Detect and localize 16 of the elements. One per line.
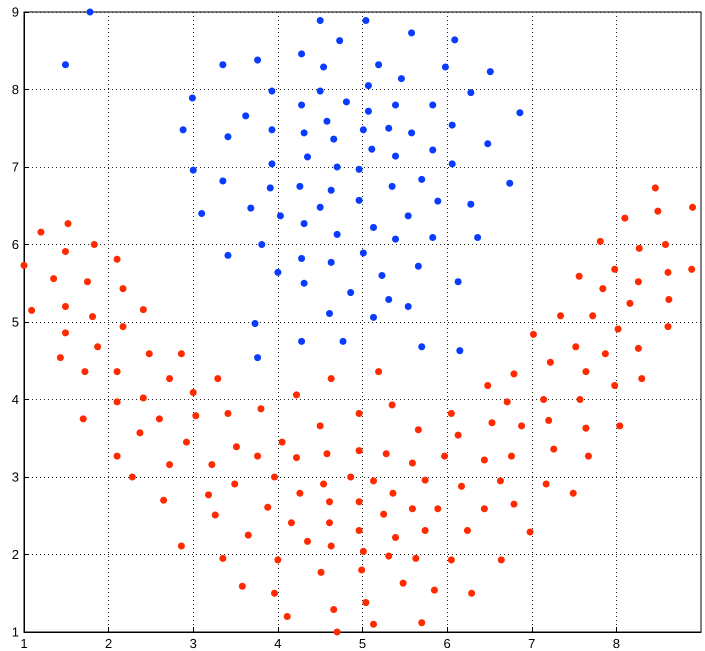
y-tick-label: 7 (12, 160, 19, 174)
y-tick-label: 6 (12, 237, 19, 252)
x-tick-label: 2 (105, 636, 112, 651)
x-tick-label: 7 (528, 636, 536, 651)
x-tick-label: 6 (444, 636, 451, 651)
y-tick-label: 1 (12, 624, 19, 640)
x-tick-label: 3 (190, 636, 197, 651)
x-tick-label: 4 (274, 636, 282, 651)
y-tick-label: 3 (12, 470, 19, 484)
y-tick-label: 9 (12, 4, 19, 20)
y-tick-label: 8 (12, 82, 19, 97)
y-tick-label: 5 (12, 314, 19, 330)
x-tick-label: 5 (358, 636, 366, 651)
y-tick-label: 4 (12, 392, 19, 407)
y-tick-label: 2 (12, 547, 19, 562)
x-tick-label: 8 (612, 636, 620, 651)
